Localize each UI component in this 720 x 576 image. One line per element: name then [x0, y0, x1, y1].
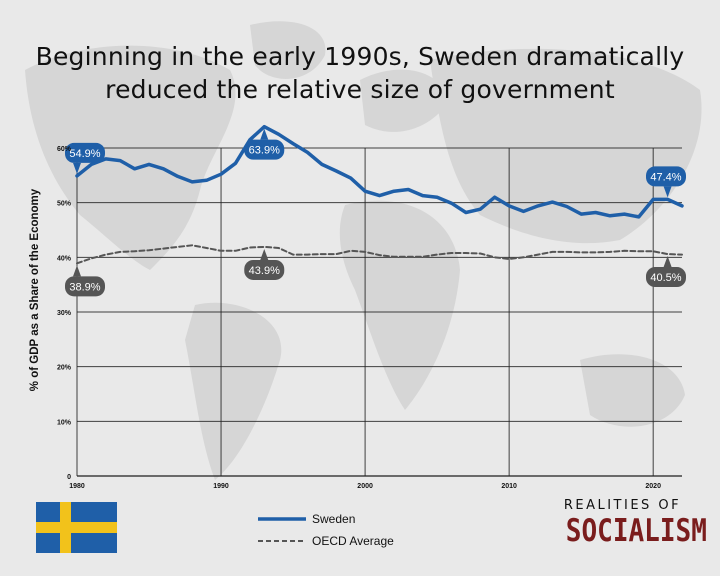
legend: Sweden OECD Average	[258, 508, 394, 552]
callout-label: 43.9%	[249, 265, 280, 277]
callout-sweden: 63.9%	[244, 128, 285, 160]
map-australia	[580, 354, 685, 427]
y-tick-label: 30%	[57, 310, 72, 317]
callout-bubble	[646, 267, 686, 288]
callout-bubble	[65, 142, 105, 163]
callout-sweden: 47.4%	[646, 166, 686, 198]
y-tick-label: 50%	[57, 201, 72, 208]
tick-labels: 0 10% 20% 30% 40% 50% 60% 1980 1990 2000 2010 2020	[57, 146, 661, 490]
callout-label: 54.9%	[69, 148, 100, 160]
brand-logo-main: SOCIALISM	[565, 513, 707, 549]
legend-label-sweden: Sweden	[312, 512, 356, 526]
callout-pointer	[260, 128, 269, 140]
x-tick-label: 1990	[213, 483, 229, 490]
brand-logo-top: REALITIES OF	[563, 498, 682, 513]
y-axis-label: % of GDP as a Share of the Economy	[29, 188, 41, 392]
callout-oecd-average: 40.5%	[646, 256, 686, 288]
chart-title-line-1: Beginning in the early 1990s, Sweden dra…	[35, 42, 685, 71]
x-tick-label: 2000	[357, 483, 373, 490]
grid	[76, 147, 682, 477]
y-tick-label: 60%	[57, 146, 72, 153]
callout-oecd-average: 38.9%	[65, 265, 105, 297]
x-tick-label: 2010	[501, 483, 517, 490]
map-south-america	[185, 302, 282, 480]
series-line-sweden	[75, 124, 684, 219]
callout-bubble	[244, 259, 285, 280]
callout-pointer	[73, 162, 81, 174]
callout-bubble	[65, 276, 105, 297]
callout-bubble	[244, 139, 285, 160]
y-tick-label: 0	[67, 474, 71, 481]
sweden-flag-icon	[36, 502, 117, 553]
legend-item-oecd: OECD Average	[258, 530, 394, 552]
map-asia	[430, 48, 702, 244]
series-line-oecd-average	[76, 244, 683, 265]
map-europe	[360, 69, 450, 132]
brand-logo: REALITIES OF SOCIALISM	[555, 498, 707, 549]
callout-label: 63.9%	[249, 145, 280, 157]
map-greenland	[250, 21, 326, 79]
chart-title-line-2: reduced the relative size of government	[105, 75, 615, 104]
series-lines	[75, 124, 684, 265]
callouts: 54.9% 63.9% 47.4% 38.9% 43.9% 40.5%	[65, 128, 686, 297]
callout-bubble	[646, 166, 686, 187]
callout-oecd-average: 43.9%	[244, 248, 285, 280]
callout-pointer	[663, 186, 672, 198]
callout-label: 40.5%	[650, 272, 681, 284]
legend-swatch-dashed	[258, 540, 306, 542]
callout-label: 47.4%	[650, 171, 681, 183]
callout-pointer	[73, 265, 81, 277]
callout-pointer	[663, 256, 672, 268]
legend-item-sweden: Sweden	[258, 508, 394, 530]
y-tick-label: 10%	[57, 419, 72, 426]
map-north-america	[25, 45, 236, 270]
x-tick-label: 1980	[69, 483, 85, 490]
y-tick-label: 20%	[57, 365, 72, 372]
y-tick-label: 40%	[57, 255, 72, 262]
callout-pointer	[260, 248, 269, 260]
callout-label: 38.9%	[69, 281, 100, 293]
callout-sweden: 54.9%	[65, 142, 105, 174]
legend-label-oecd: OECD Average	[312, 534, 394, 548]
legend-swatch-solid	[258, 517, 306, 521]
x-tick-label: 2020	[645, 483, 661, 490]
chart-title: Beginning in the early 1990s, Sweden dra…	[0, 40, 720, 106]
